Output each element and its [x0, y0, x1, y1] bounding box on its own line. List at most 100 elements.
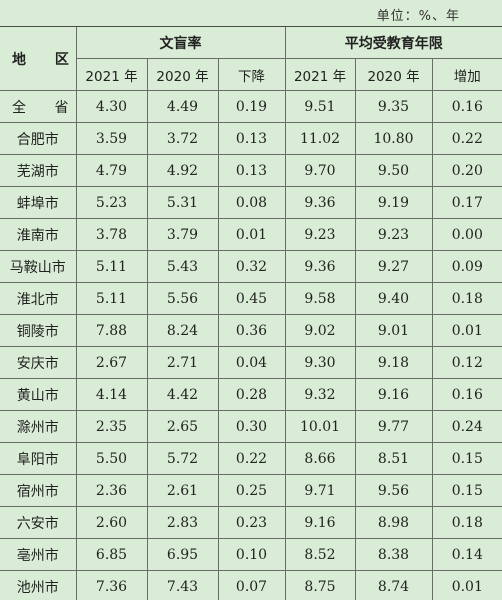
region-cell: 池州市 — [0, 570, 77, 600]
illiteracy-2020-cell: 6.95 — [146, 538, 219, 571]
illiteracy-2020-cell: 3.72 — [146, 122, 219, 155]
schooling-2021-cell: 9.23 — [284, 218, 356, 251]
subheader-schooling-2021: 2021 年 — [284, 58, 356, 91]
table-row: 淮北市 5.11 5.56 0.45 9.58 9.40 0.18 — [0, 282, 502, 315]
schooling-2020-cell: 9.27 — [354, 250, 433, 283]
table-row: 芜湖市 4.79 4.92 0.13 9.70 9.50 0.20 — [0, 154, 502, 187]
table-row: 淮南市 3.78 3.79 0.01 9.23 9.23 0.00 — [0, 218, 502, 251]
table-row: 滁州市 2.35 2.65 0.30 10.01 9.77 0.24 — [0, 410, 502, 443]
schooling-increase-cell: 0.22 — [431, 122, 502, 155]
illiteracy-2021-cell: 4.14 — [75, 378, 148, 411]
table-row: 宿州市 2.36 2.61 0.25 9.71 9.56 0.15 — [0, 474, 502, 507]
schooling-2021-cell: 10.01 — [284, 410, 356, 443]
illiteracy-decrease-cell: 0.13 — [217, 122, 286, 155]
illiteracy-2020-cell: 2.65 — [146, 410, 219, 443]
schooling-increase-cell: 0.01 — [431, 570, 502, 600]
subheader-illiteracy-2020: 2020 年 — [146, 58, 219, 91]
schooling-2021-cell: 9.02 — [284, 314, 356, 347]
schooling-2020-cell: 8.74 — [354, 570, 433, 600]
schooling-2020-cell: 9.56 — [354, 474, 433, 507]
illiteracy-2020-cell: 8.24 — [146, 314, 219, 347]
illiteracy-2020-cell: 4.42 — [146, 378, 219, 411]
region-cell: 合肥市 — [0, 122, 77, 155]
schooling-2021-cell: 9.36 — [284, 250, 356, 283]
illiteracy-2020-cell: 5.56 — [146, 282, 219, 315]
schooling-2020-cell: 9.19 — [354, 186, 433, 219]
table-row: 六安市 2.60 2.83 0.23 9.16 8.98 0.18 — [0, 506, 502, 539]
region-cell: 亳州市 — [0, 538, 77, 571]
illiteracy-2021-cell: 5.11 — [75, 282, 148, 315]
illiteracy-2020-cell: 2.83 — [146, 506, 219, 539]
schooling-2021-cell: 9.36 — [284, 186, 356, 219]
illiteracy-2021-cell: 7.88 — [75, 314, 148, 347]
table-body: 全 省 4.30 4.49 0.19 9.51 9.35 0.16 合肥市 3.59 3.72 0.… — [0, 90, 502, 600]
schooling-2020-cell: 9.18 — [354, 346, 433, 379]
schooling-increase-cell: 0.16 — [431, 90, 502, 123]
schooling-2020-cell: 9.16 — [354, 378, 433, 411]
schooling-2021-cell: 9.71 — [284, 474, 356, 507]
illiteracy-decrease-cell: 0.23 — [217, 506, 286, 539]
illiteracy-2020-cell: 7.43 — [146, 570, 219, 600]
schooling-2020-cell: 9.40 — [354, 282, 433, 315]
table-row: 阜阳市 5.50 5.72 0.22 8.66 8.51 0.15 — [0, 442, 502, 475]
table-row: 铜陵市 7.88 8.24 0.36 9.02 9.01 0.01 — [0, 314, 502, 347]
schooling-2021-cell: 8.75 — [284, 570, 356, 600]
illiteracy-decrease-cell: 0.30 — [217, 410, 286, 443]
schooling-2020-cell: 9.77 — [354, 410, 433, 443]
illiteracy-2021-cell: 5.50 — [75, 442, 148, 475]
table-row: 蚌埠市 5.23 5.31 0.08 9.36 9.19 0.17 — [0, 186, 502, 219]
schooling-2021-cell: 9.58 — [284, 282, 356, 315]
region-cell: 阜阳市 — [0, 442, 77, 475]
schooling-2021-cell: 8.66 — [284, 442, 356, 475]
illiteracy-2021-cell: 3.59 — [75, 122, 148, 155]
schooling-increase-cell: 0.01 — [431, 314, 502, 347]
region-cell: 全 省 — [0, 90, 77, 123]
illiteracy-2021-cell: 3.78 — [75, 218, 148, 251]
schooling-increase-cell: 0.18 — [431, 506, 502, 539]
table-row: 合肥市 3.59 3.72 0.13 11.02 10.80 0.22 — [0, 122, 502, 155]
schooling-2021-cell: 8.52 — [284, 538, 356, 571]
illiteracy-2020-cell: 4.49 — [146, 90, 219, 123]
subheader-schooling-2020: 2020 年 — [354, 58, 433, 91]
schooling-2020-cell: 9.35 — [354, 90, 433, 123]
illiteracy-decrease-cell: 0.32 — [217, 250, 286, 283]
illiteracy-2020-cell: 2.71 — [146, 346, 219, 379]
illiteracy-decrease-cell: 0.13 — [217, 154, 286, 187]
region-cell: 六安市 — [0, 506, 77, 539]
illiteracy-2021-cell: 2.60 — [75, 506, 148, 539]
subheader-schooling-increase: 增加 — [431, 58, 502, 91]
table-row: 安庆市 2.67 2.71 0.04 9.30 9.18 0.12 — [0, 346, 502, 379]
schooling-2021-cell: 9.30 — [284, 346, 356, 379]
schooling-increase-cell: 0.17 — [431, 186, 502, 219]
illiteracy-2021-cell: 2.67 — [75, 346, 148, 379]
schooling-2020-cell: 8.38 — [354, 538, 433, 571]
table-row: 黄山市 4.14 4.42 0.28 9.32 9.16 0.16 — [0, 378, 502, 411]
schooling-2020-cell: 8.51 — [354, 442, 433, 475]
average-schooling-header: 平均受教育年限 — [284, 27, 502, 59]
header-row-group: 地 区 文盲率 平均受教育年限 — [0, 27, 502, 91]
illiteracy-2020-cell: 3.79 — [146, 218, 219, 251]
region-cell: 蚌埠市 — [0, 186, 77, 219]
schooling-increase-cell: 0.20 — [431, 154, 502, 187]
schooling-2021-cell: 9.32 — [284, 378, 356, 411]
region-cell: 淮北市 — [0, 282, 77, 315]
illiteracy-2021-cell: 6.85 — [75, 538, 148, 571]
schooling-increase-cell: 0.14 — [431, 538, 502, 571]
schooling-2021-cell: 9.51 — [284, 90, 356, 123]
schooling-2021-cell: 9.16 — [284, 506, 356, 539]
subheader-illiteracy-2021: 2021 年 — [76, 58, 148, 91]
region-cell: 宿州市 — [0, 474, 77, 507]
illiteracy-2021-cell: 2.36 — [75, 474, 148, 507]
region-cell: 黄山市 — [0, 378, 77, 411]
schooling-increase-cell: 0.16 — [431, 378, 502, 411]
table-row: 亳州市 6.85 6.95 0.10 8.52 8.38 0.14 — [0, 538, 502, 571]
table-row: 全 省 4.30 4.49 0.19 9.51 9.35 0.16 — [0, 90, 502, 123]
schooling-increase-cell: 0.00 — [431, 218, 502, 251]
illiteracy-2021-cell: 4.79 — [75, 154, 148, 187]
illiteracy-2020-cell: 5.72 — [146, 442, 219, 475]
illiteracy-2020-cell: 5.31 — [146, 186, 219, 219]
region-cell: 安庆市 — [0, 346, 77, 379]
table-row: 马鞍山市 5.11 5.43 0.32 9.36 9.27 0.09 — [0, 250, 502, 283]
table-row: 池州市 7.36 7.43 0.07 8.75 8.74 0.01 — [0, 570, 502, 600]
schooling-2020-cell: 9.23 — [354, 218, 433, 251]
